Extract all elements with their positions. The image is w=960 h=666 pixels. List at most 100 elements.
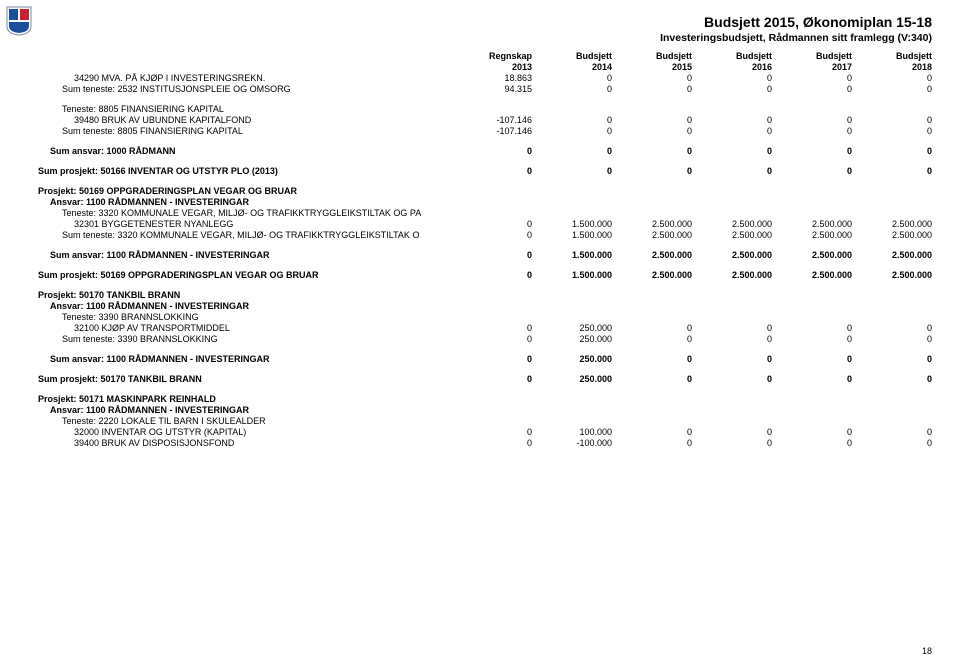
row-value	[772, 207, 852, 218]
col-header-year: 2016	[692, 61, 772, 72]
row-value	[612, 300, 692, 311]
table-row: Teneste: 3320 KOMMUNALE VEGAR, MILJØ- OG…	[38, 207, 932, 218]
row-value: 0	[772, 114, 852, 125]
row-value: 0	[852, 165, 932, 176]
col-header: Budsjett	[532, 50, 612, 61]
row-value	[532, 196, 612, 207]
row-value: 2.500.000	[612, 218, 692, 229]
row-value: 1.500.000	[532, 218, 612, 229]
row-value	[772, 404, 852, 415]
row-value: 250.000	[532, 322, 612, 333]
row-value: 0	[772, 333, 852, 344]
row-value: 0	[772, 322, 852, 333]
row-value: 0	[452, 165, 532, 176]
table-row: Teneste: 3390 BRANNSLOKKING	[38, 311, 932, 322]
col-header-year: 2013	[452, 61, 532, 72]
row-label: Sum prosjekt: 50166 INVENTAR OG UTSTYR P…	[38, 165, 452, 176]
col-header-year: 2018	[852, 61, 932, 72]
table-row: Prosjekt: 50171 MASKINPARK REINHALD	[38, 393, 932, 404]
col-header: Budsjett	[692, 50, 772, 61]
row-value	[852, 300, 932, 311]
row-value	[772, 103, 852, 114]
document-title: Budsjett 2015, Økonomiplan 15-18	[38, 14, 932, 30]
row-value	[852, 311, 932, 322]
row-value	[692, 393, 772, 404]
row-value: 2.500.000	[692, 229, 772, 240]
row-value: 0	[692, 333, 772, 344]
row-value: 0	[532, 114, 612, 125]
row-value	[612, 415, 692, 426]
row-value: 0	[772, 165, 852, 176]
row-value: 94.315	[452, 83, 532, 94]
row-value: 0	[612, 83, 692, 94]
row-value	[772, 300, 852, 311]
row-value	[772, 415, 852, 426]
row-label: Sum teneste: 3390 BRANNSLOKKING	[38, 333, 452, 344]
row-label: Sum prosjekt: 50169 OPPGRADERINGSPLAN VE…	[38, 269, 452, 280]
row-value	[612, 185, 692, 196]
table-row: Sum prosjekt: 50170 TANKBIL BRANN0250.00…	[38, 373, 932, 384]
col-header-year: 2014	[532, 61, 612, 72]
spacer-row	[38, 280, 932, 289]
row-value: 0	[452, 145, 532, 156]
row-value	[452, 289, 532, 300]
row-value: 0	[532, 72, 612, 83]
row-value	[852, 103, 932, 114]
row-value: 0	[692, 373, 772, 384]
row-value: 0	[772, 437, 852, 448]
row-value	[692, 289, 772, 300]
table-header: Regnskap Budsjett Budsjett Budsjett Buds…	[38, 50, 932, 72]
row-value: 0	[692, 83, 772, 94]
row-value: 0	[852, 437, 932, 448]
row-value: 2.500.000	[612, 249, 692, 260]
row-value: 0	[692, 322, 772, 333]
row-label: Prosjekt: 50170 TANKBIL BRANN	[38, 289, 452, 300]
spacer-row	[38, 260, 932, 269]
row-value: 0	[612, 114, 692, 125]
row-value	[452, 300, 532, 311]
row-label: Sum teneste: 3320 KOMMUNALE VEGAR, MILJØ…	[38, 229, 452, 240]
row-value: 2.500.000	[852, 218, 932, 229]
row-value	[772, 289, 852, 300]
row-value: 0	[612, 125, 692, 136]
row-label: Sum ansvar: 1100 RÅDMANNEN - INVESTERING…	[38, 353, 452, 364]
budget-table: Regnskap Budsjett Budsjett Budsjett Buds…	[38, 50, 932, 448]
row-value	[692, 185, 772, 196]
row-value	[452, 415, 532, 426]
table-body: 34290 MVA. PÅ KJØP I INVESTERINGSREKN.18…	[38, 72, 932, 448]
row-label: Prosjekt: 50169 OPPGRADERINGSPLAN VEGAR …	[38, 185, 452, 196]
row-value: 0	[452, 249, 532, 260]
row-value: 0	[692, 72, 772, 83]
row-value: 0	[612, 437, 692, 448]
row-label: 39480 BRUK AV UBUNDNE KAPITALFOND	[38, 114, 452, 125]
row-value	[612, 196, 692, 207]
row-value: 0	[692, 125, 772, 136]
document-header: Budsjett 2015, Økonomiplan 15-18 Investe…	[38, 14, 932, 44]
row-value: 2.500.000	[612, 229, 692, 240]
row-value: 0	[772, 83, 852, 94]
table-row: Sum ansvar: 1100 RÅDMANNEN - INVESTERING…	[38, 249, 932, 260]
row-value: 0	[452, 218, 532, 229]
row-value	[612, 311, 692, 322]
row-value	[612, 289, 692, 300]
municipality-logo	[6, 6, 32, 36]
row-value	[452, 311, 532, 322]
table-row: Teneste: 2220 LOKALE TIL BARN I SKULEALD…	[38, 415, 932, 426]
row-value: 0	[452, 353, 532, 364]
spacer-row	[38, 240, 932, 249]
row-label: 34290 MVA. PÅ KJØP I INVESTERINGSREKN.	[38, 72, 452, 83]
row-value: 0	[852, 114, 932, 125]
row-value: 18.863	[452, 72, 532, 83]
row-value	[692, 207, 772, 218]
row-value: 0	[612, 145, 692, 156]
row-value: 0	[852, 373, 932, 384]
row-label: 32000 INVENTAR OG UTSTYR (KAPITAL)	[38, 426, 452, 437]
row-value	[692, 103, 772, 114]
row-value	[452, 185, 532, 196]
row-label: Sum prosjekt: 50170 TANKBIL BRANN	[38, 373, 452, 384]
row-value	[852, 185, 932, 196]
row-value: 0	[852, 426, 932, 437]
row-value: 2.500.000	[772, 218, 852, 229]
row-value	[692, 300, 772, 311]
row-label: Ansvar: 1100 RÅDMANNEN - INVESTERINGAR	[38, 300, 452, 311]
